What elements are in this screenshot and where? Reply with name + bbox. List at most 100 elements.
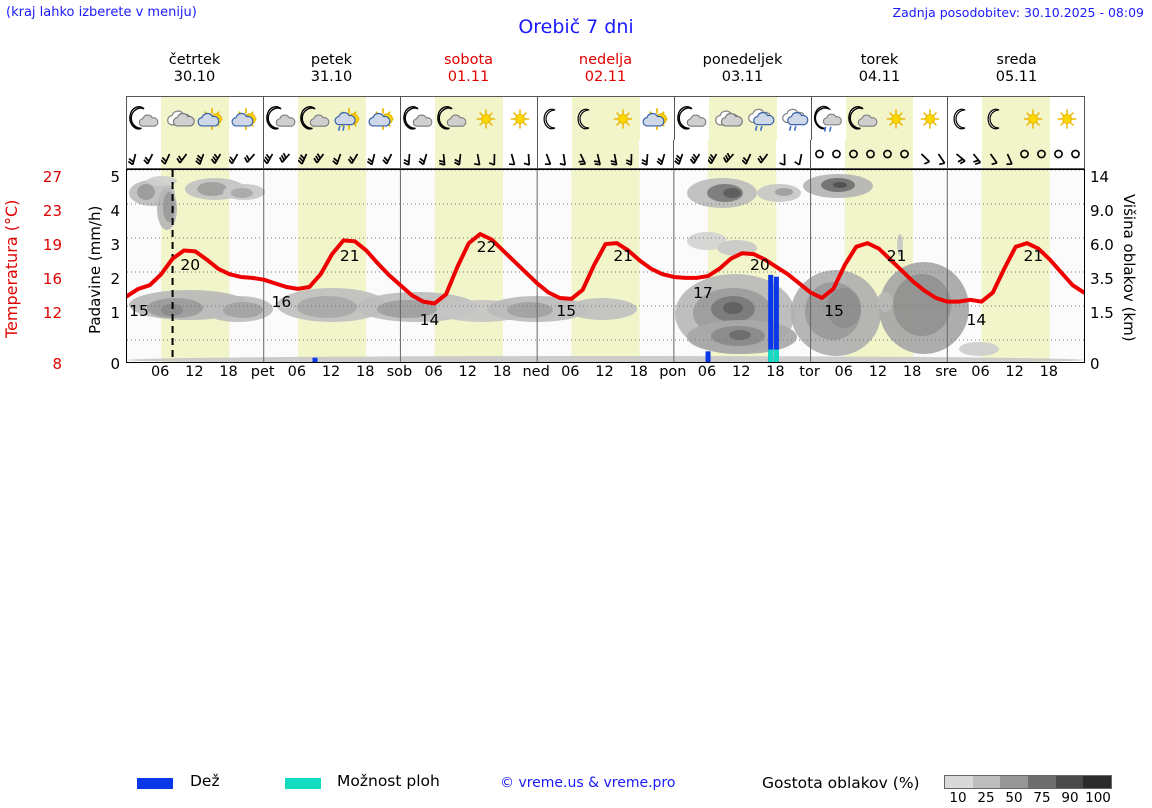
wind-barb-6 (332, 140, 366, 168)
day-name: nedelja (537, 52, 674, 69)
x-tick-sob: sob (387, 364, 413, 380)
x-tick-18: 18 (493, 364, 511, 380)
cloud-density-tick-100: 100 (1085, 790, 1111, 806)
wind-barb-1 (161, 140, 195, 168)
wind-day-6 (947, 140, 1084, 168)
temperature-value-label: 15 (129, 302, 149, 320)
wind-barb-11 (503, 140, 537, 168)
temperature-value-label: 14 (967, 311, 987, 329)
weather-icon-sun-cloud (229, 97, 263, 140)
wind-barb-0 (127, 140, 161, 168)
weather-icon-day-4 (674, 97, 811, 140)
precipitation-tick-5: 0 (104, 355, 120, 373)
x-tick-06: 06 (288, 364, 306, 380)
cloud-density-step-3 (1028, 776, 1056, 788)
wind-barb-15 (639, 140, 673, 168)
wind-barb-12 (538, 140, 572, 168)
temperature-tick-1: 23 (36, 202, 62, 220)
wind-barb-5 (298, 140, 332, 168)
weather-icon-sun-cloud (195, 97, 229, 140)
cloud-density-step-4 (1056, 776, 1084, 788)
wind-barb-13 (572, 140, 606, 168)
day-name: petek (263, 52, 400, 69)
temperature-tick-4: 12 (36, 304, 62, 322)
weather-icon-cloud (161, 97, 195, 140)
cloud-height-tick-4: 1.5 (1090, 304, 1124, 322)
wind-barb-20 (811, 140, 845, 168)
wind-day-5 (810, 140, 947, 168)
wind-barb-25 (982, 140, 1016, 168)
cloud-density-tick-75: 75 (1033, 790, 1050, 806)
weather-icon-sun (469, 97, 503, 140)
weather-icon-moon-cloud-rain (812, 97, 846, 140)
cloud-density-tick-50: 50 (1005, 790, 1022, 806)
cloud-density-colorbar (944, 775, 1112, 789)
x-tick-12: 12 (185, 364, 203, 380)
cloud-height-tick-0: 14 (1090, 168, 1124, 186)
day-date: 02.11 (537, 69, 674, 86)
precipitation-axis-title: Padavine (mm/h) (86, 172, 104, 368)
wind-barb-7 (366, 140, 400, 168)
wind-barb-3 (229, 140, 263, 168)
temperature-value-label: 15 (824, 302, 844, 320)
temperature-tick-2: 19 (36, 236, 62, 254)
temperature-value-label: 15 (556, 302, 576, 320)
wind-barb-10 (469, 140, 503, 168)
wind-day-3 (537, 140, 674, 168)
cloud-density-step-1 (973, 776, 1001, 788)
x-tick-12: 12 (322, 364, 340, 380)
weather-icon-sun (606, 97, 640, 140)
day-date: 04.11 (811, 69, 948, 86)
x-tick-sre: sre (935, 364, 957, 380)
day-name: ponedeljek (674, 52, 811, 69)
precipitation-tick-2: 3 (104, 236, 120, 254)
weather-icon-moon-cloud (846, 97, 880, 140)
weather-icon-row (126, 96, 1085, 140)
wind-barb-14 (606, 140, 640, 168)
precipitation-tick-3: 2 (104, 270, 120, 288)
temperature-value-label: 20 (750, 256, 770, 274)
day-name: torek (811, 52, 948, 69)
x-tick-18: 18 (356, 364, 374, 380)
legend: Dež Možnost ploh © vreme.us & vreme.pro … (0, 386, 1152, 431)
weather-icon-day-1 (263, 97, 400, 140)
cloud-density-tick-90: 90 (1061, 790, 1078, 806)
weather-icon-moon (948, 97, 982, 140)
x-tick-06: 06 (561, 364, 579, 380)
cloud-height-axis-title: Višina oblakov (km) (1120, 168, 1138, 368)
temperature-tick-3: 16 (36, 270, 62, 288)
weather-icon-cloud-rain (743, 97, 777, 140)
temperature-value-label: 21 (340, 247, 360, 265)
wind-barb-19 (776, 140, 810, 168)
wind-barb-17 (708, 140, 742, 168)
cloud-density-tick-10: 10 (949, 790, 966, 806)
wind-barb-18 (742, 140, 776, 168)
weather-icon-day-0 (127, 97, 263, 140)
wind-barb-27 (1050, 140, 1084, 168)
temperature-tick-5: 8 (36, 355, 62, 373)
wind-barb-4 (264, 140, 298, 168)
x-tick-18: 18 (629, 364, 647, 380)
temperature-value-label: 16 (272, 293, 292, 311)
meteogram-plot: 152016211422152117201521142114 (126, 169, 1085, 363)
showers-legend-swatch (285, 778, 321, 789)
weather-icon-sun-cloud (640, 97, 674, 140)
temperature-value-label: 21 (887, 247, 907, 265)
wind-barb-22 (879, 140, 913, 168)
day-date: 03.11 (674, 69, 811, 86)
weather-icon-sun (913, 97, 947, 140)
weather-icon-sun-cloud (366, 97, 400, 140)
weather-icon-day-6 (947, 97, 1084, 140)
cloud-height-tick-1: 9.0 (1090, 202, 1124, 220)
copyright-link[interactable]: © vreme.us & vreme.pro (500, 775, 675, 791)
x-tick-12: 12 (869, 364, 887, 380)
x-tick-pet: pet (251, 364, 275, 380)
x-tick-06: 06 (971, 364, 989, 380)
wind-barb-2 (195, 140, 229, 168)
x-tick-ned: ned (522, 364, 549, 380)
